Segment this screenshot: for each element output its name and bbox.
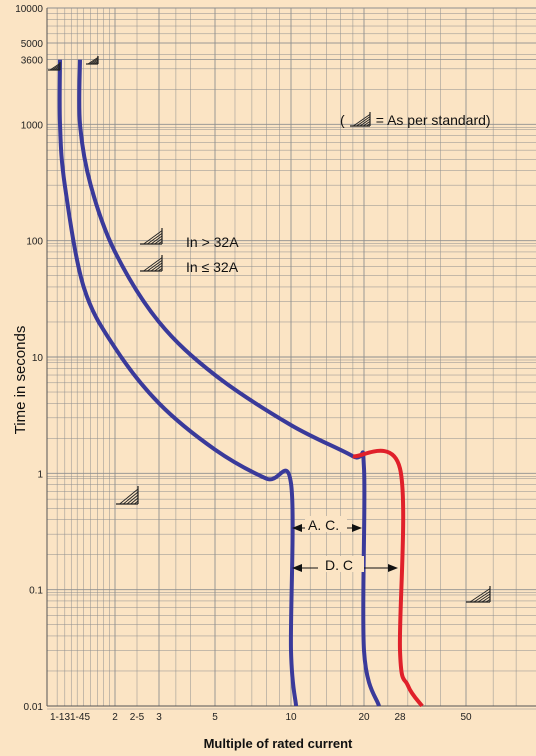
legend-note: ( = As per standard) <box>340 112 491 128</box>
hatch-stroke <box>473 590 491 603</box>
standard-hatch-marker <box>86 56 99 65</box>
x-tick-label: 10 <box>285 712 297 723</box>
hatch-stroke <box>126 494 139 505</box>
x-tick-label: 1-45 <box>70 712 90 723</box>
hatch-stroke <box>353 113 371 127</box>
y-axis-label: Time in seconds <box>12 326 29 435</box>
hatch-stroke <box>363 120 371 127</box>
hatch-stroke <box>481 596 491 603</box>
standard-hatch-marker <box>116 486 139 505</box>
standard-hatch-marker <box>140 255 163 272</box>
x-tick-label: 5 <box>212 712 218 723</box>
hatch-stroke <box>158 240 163 245</box>
x-tick-label: 2 <box>112 712 118 723</box>
arrow-head <box>292 564 302 572</box>
standard-hatch-marker <box>48 62 61 71</box>
trip-curve-dc-extension <box>352 448 424 708</box>
hatch-stroke <box>150 262 163 272</box>
y-tick-label: 0.01 <box>24 702 44 713</box>
arrow-head <box>292 524 302 532</box>
y-tick-label: 5000 <box>21 39 44 50</box>
y-tick-label: 3600 <box>21 56 44 67</box>
x-tick-label: 50 <box>460 712 472 723</box>
y-tick-label: 10 <box>32 353 44 364</box>
hatch-stroke <box>57 68 61 71</box>
standard-hatch-marker <box>466 586 491 603</box>
hatch-stroke <box>158 267 163 272</box>
hatch-stroke <box>154 265 163 272</box>
annotations: ( = As per standard) In > 32A In ≤ 32A A. C… <box>48 56 491 603</box>
hatch-stroke <box>143 257 163 272</box>
hatch-stroke <box>147 259 163 272</box>
x-axis-label: Multiple of rated current <box>204 736 353 751</box>
label-bg <box>305 516 347 532</box>
hatch-stroke <box>154 238 163 245</box>
hatch-stroke <box>366 123 371 127</box>
arrow-head <box>352 524 362 532</box>
x-tick-label: 2-5 <box>130 712 145 723</box>
arrow-head <box>388 564 398 572</box>
hatch-stroke <box>134 500 139 505</box>
hatch-stroke <box>485 598 491 603</box>
y-tick-label: 0.1 <box>29 586 43 597</box>
y-tick-label: 1 <box>37 469 43 480</box>
trip-curve-lower <box>57 59 299 707</box>
hatch-stroke <box>53 65 61 71</box>
hatch-stroke <box>119 488 139 505</box>
hatch-stroke <box>51 64 61 71</box>
hatch-stroke <box>359 118 371 127</box>
y-tick-label: 1000 <box>21 120 44 131</box>
label-ac: A. C. <box>308 517 339 533</box>
hatch-stroke <box>356 116 371 127</box>
hatch-stroke <box>147 232 163 245</box>
x-tick-label: 1-13 <box>50 712 70 723</box>
standard-hatch-marker <box>140 228 163 245</box>
hatch-stroke <box>469 588 491 603</box>
label-in-le-32a: In ≤ 32A <box>186 259 239 275</box>
hatch-stroke <box>91 59 99 65</box>
label-bg <box>318 556 364 572</box>
hatch-stroke <box>55 66 61 71</box>
axis-ticks: 10000 5000 3600 1000 100 10 1 0.1 0.01 1-13 1-45 2 2… <box>15 4 472 723</box>
hatch-stroke <box>49 62 61 71</box>
trip-curve-upper <box>77 59 381 707</box>
hatch-stroke <box>89 58 99 65</box>
hatch-stroke <box>143 230 163 245</box>
trip-curves <box>57 59 424 708</box>
y-tick-label: 10000 <box>15 4 43 15</box>
hatch-stroke <box>150 235 163 245</box>
standard-hatch-marker <box>350 112 371 127</box>
hatch-stroke <box>123 491 139 505</box>
y-tick-label: 100 <box>26 237 43 248</box>
hatch-stroke <box>93 60 99 65</box>
x-tick-label: 20 <box>358 712 370 723</box>
hatch-stroke <box>95 62 99 65</box>
hatch-stroke <box>130 497 139 505</box>
x-tick-label: 28 <box>394 712 406 723</box>
label-dc: D. C <box>325 557 353 573</box>
label-in-gt-32a: In > 32A <box>186 234 239 250</box>
x-tick-label: 3 <box>156 712 162 723</box>
hatch-stroke <box>477 593 491 603</box>
hatch-stroke <box>87 56 99 65</box>
